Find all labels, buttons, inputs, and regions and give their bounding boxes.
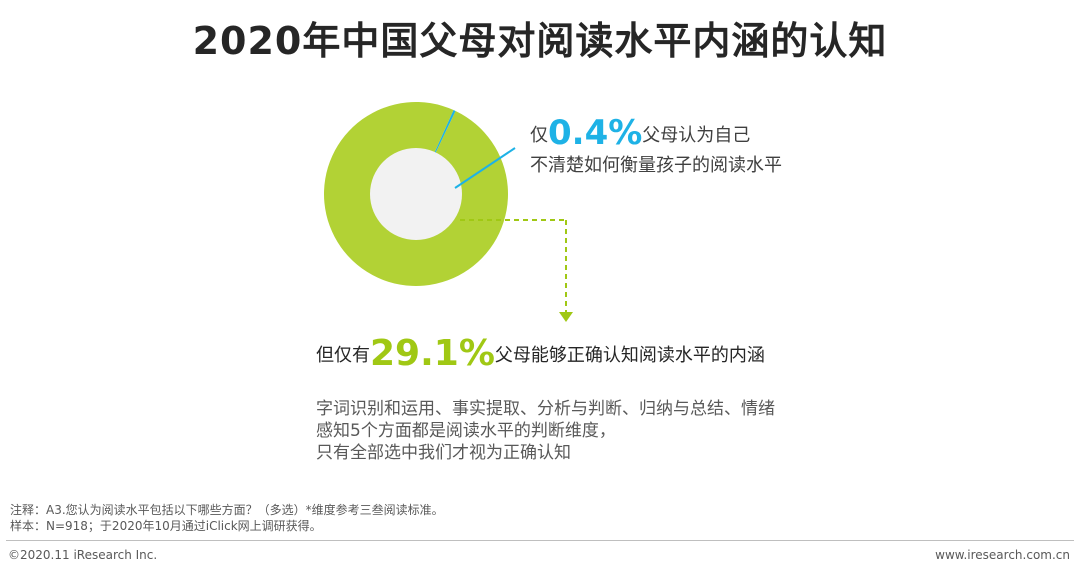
website-link[interactable]: www.iresearch.com.cn [935, 548, 1070, 562]
note-text: 注释：A3.您认为阅读水平包括以下哪些方面？（多选）*维度参考三叁阅读标准。 [10, 503, 444, 517]
sample-text: 样本：N=918；于2020年10月通过iClick网上调研获得。 [10, 519, 322, 533]
description-line: 字词识别和运用、事实提取、分析与判断、归纳与总结、情绪 [316, 399, 775, 419]
callout-bottom-value: 29.1% [370, 333, 495, 374]
footer-divider [6, 540, 1074, 541]
description-line: 只有全部选中我们才视为正确认知 [316, 443, 571, 463]
callout-top-prefix: 仅 [530, 125, 548, 146]
callout-top-value: 0.4% [548, 113, 643, 153]
callout-top-suffix: 父母认为自己 [642, 125, 751, 146]
description-line: 感知5个方面都是阅读水平的判断维度， [316, 421, 616, 441]
page-title: 2020年中国父母对阅读水平内涵的认知 [192, 19, 888, 63]
callout-bottom: 但仅有29.1%父母能够正确认知阅读水平的内涵 [316, 333, 765, 374]
description: 字词识别和运用、事实提取、分析与判断、归纳与总结、情绪 感知5个方面都是阅读水平… [316, 398, 775, 464]
callout-bottom-prefix: 但仅有 [316, 345, 370, 366]
callout-bottom-suffix: 父母能够正确认知阅读水平的内涵 [494, 345, 765, 366]
callout-arrow-head [559, 312, 573, 322]
notes: 注释：A3.您认为阅读水平包括以下哪些方面？（多选）*维度参考三叁阅读标准。 样… [10, 502, 444, 534]
callout-top-line2: 不清楚如何衡量孩子的阅读水平 [530, 155, 782, 176]
copyright: ©2020.11 iResearch Inc. [8, 548, 158, 562]
callout-top: 仅0.4%父母认为自己 不清楚如何衡量孩子的阅读水平 [530, 116, 782, 181]
callout-top-leader [454, 147, 516, 189]
donut-chart [323, 101, 573, 322]
donut-inner-circle [370, 148, 462, 240]
